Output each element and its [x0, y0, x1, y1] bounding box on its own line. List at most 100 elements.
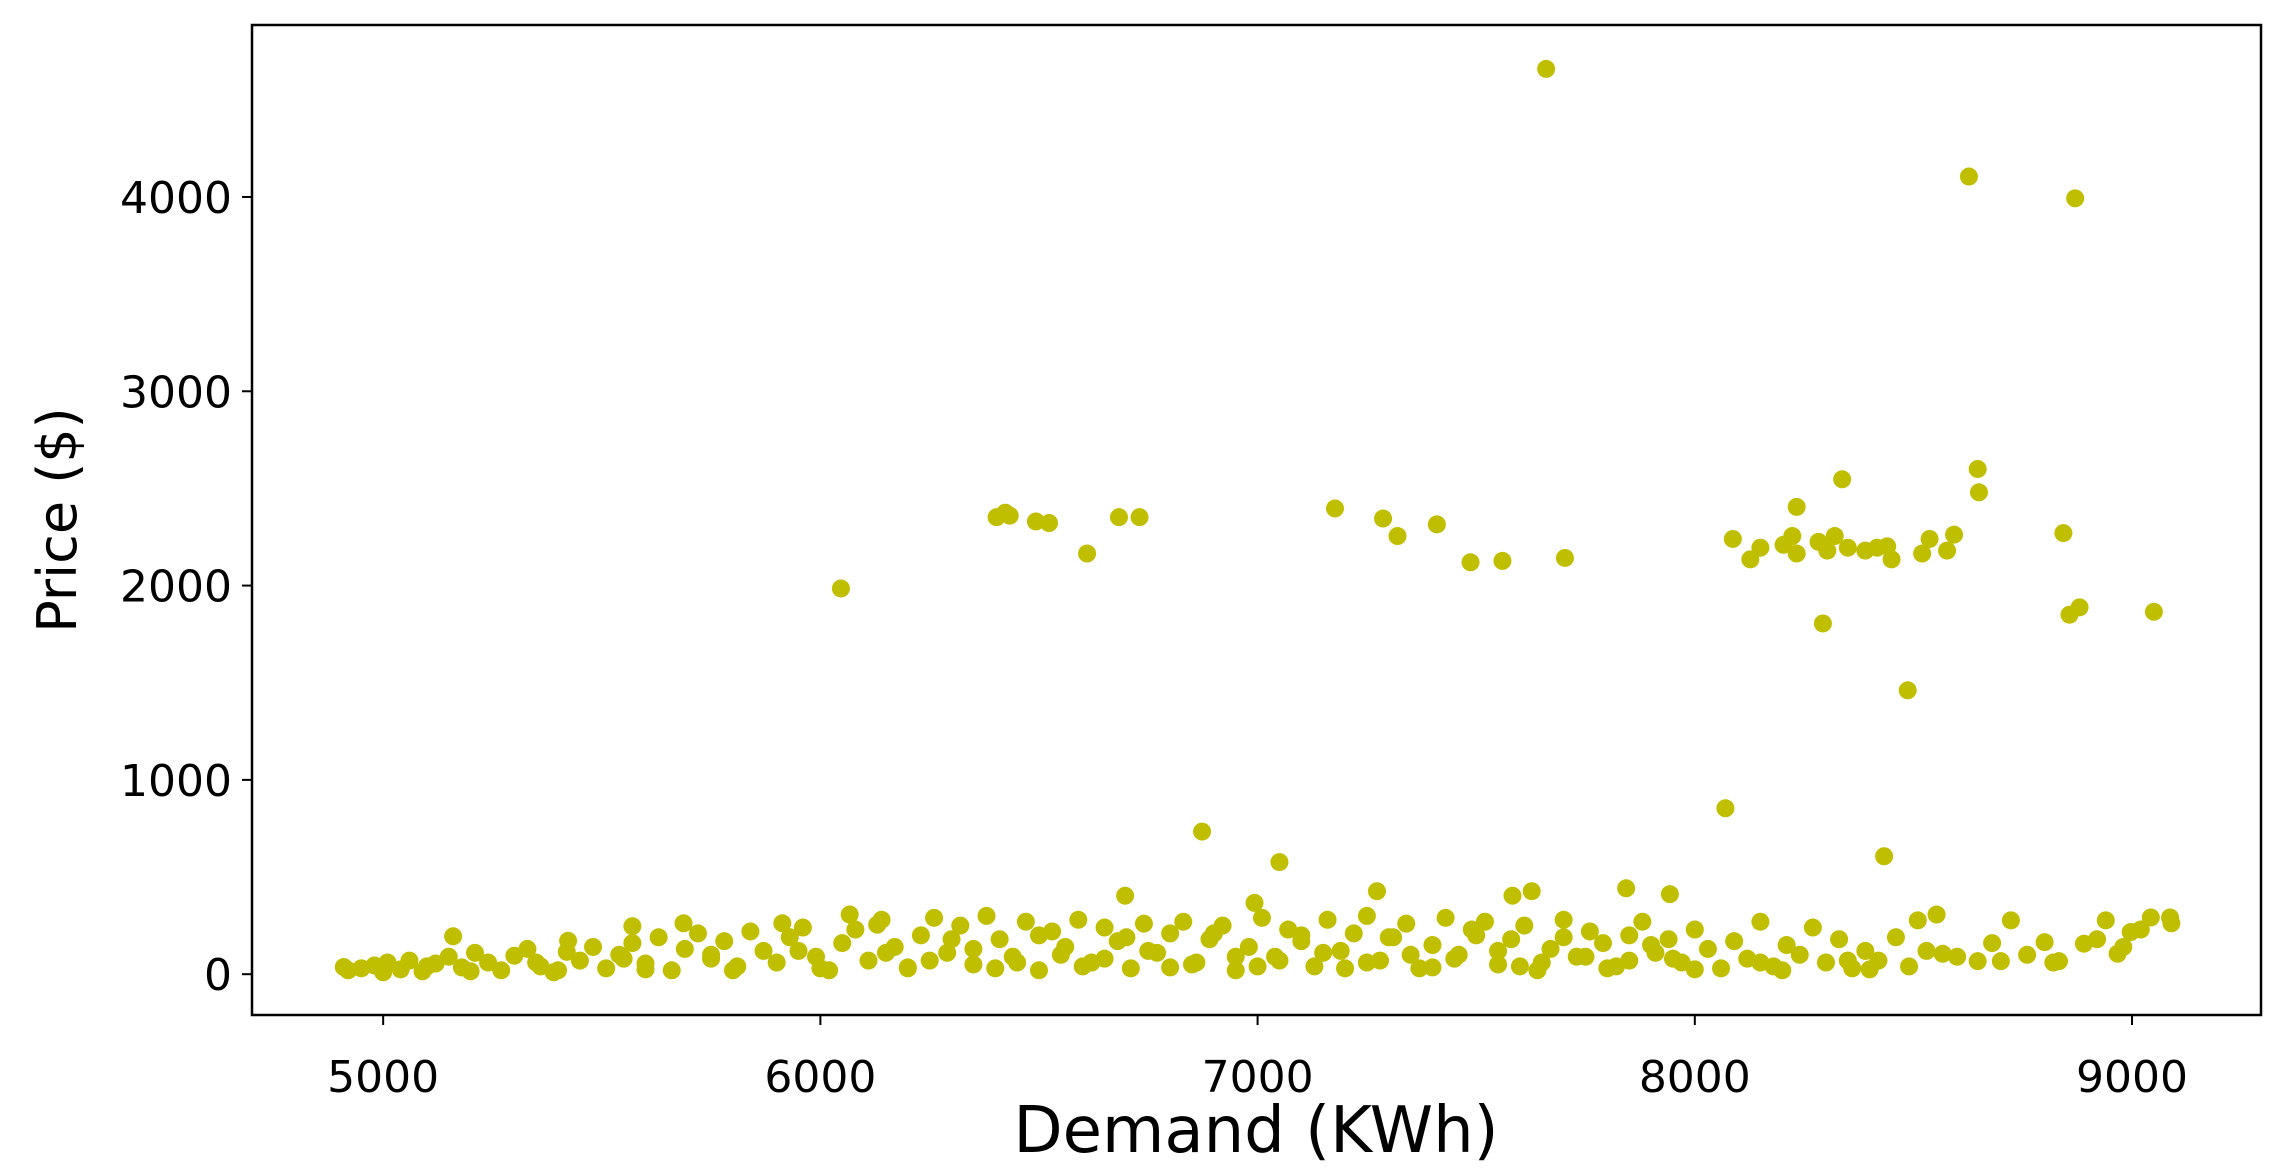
- data-point: [920, 951, 939, 970]
- data-point: [1336, 959, 1355, 978]
- data-point: [1948, 947, 1967, 966]
- data-point: [876, 943, 895, 962]
- y-tick-label: 0: [204, 950, 232, 1001]
- data-point: [1139, 941, 1158, 960]
- data-point: [811, 959, 830, 978]
- data-point: [549, 961, 568, 980]
- data-point: [911, 926, 930, 945]
- plot-frame: [250, 23, 2263, 1017]
- data-point: [570, 951, 589, 970]
- y-tick-label: 3000: [120, 367, 232, 418]
- x-axis: 5000 6000 7000 8000 9000: [327, 1015, 2188, 1103]
- data-point: [1245, 893, 1264, 912]
- data-point: [831, 579, 850, 598]
- data-point: [465, 943, 484, 962]
- data-point: [649, 928, 668, 947]
- x-tick-label: 5000: [327, 1052, 439, 1103]
- data-point: [1968, 952, 1987, 971]
- data-point: [1580, 922, 1599, 941]
- data-point: [986, 959, 1005, 978]
- data-point: [1741, 550, 1760, 569]
- data-point: [1838, 538, 1857, 557]
- data-point: [1751, 953, 1770, 972]
- data-point: [872, 910, 891, 929]
- data-point: [1318, 910, 1337, 929]
- data-point: [2001, 911, 2020, 930]
- data-point: [1467, 926, 1486, 945]
- data-point: [846, 920, 865, 939]
- x-tick-label: 6000: [764, 1052, 876, 1103]
- y-tick-label: 2000: [120, 562, 232, 613]
- data-point: [1787, 544, 1806, 563]
- y-tick-label: 1000: [120, 756, 232, 807]
- data-point: [1515, 916, 1534, 935]
- data-point: [1423, 936, 1442, 955]
- data-point: [1751, 912, 1770, 931]
- data-point: [374, 963, 393, 982]
- data-point: [741, 922, 760, 941]
- data-point: [2018, 945, 2037, 964]
- data-point: [636, 960, 655, 979]
- data-point: [662, 961, 681, 980]
- data-point: [479, 953, 498, 972]
- data-point: [1938, 541, 1957, 560]
- data-point: [1510, 957, 1529, 976]
- data-point: [1344, 924, 1363, 943]
- data-point: [1292, 926, 1311, 945]
- data-point: [2088, 930, 2107, 949]
- data-point: [1379, 928, 1398, 947]
- data-point: [840, 905, 859, 924]
- data-point: [1908, 911, 1927, 930]
- data-point: [1040, 514, 1059, 533]
- data-point: [1685, 920, 1704, 939]
- data-point: [1069, 910, 1088, 929]
- data-point: [1882, 550, 1901, 569]
- data-point: [675, 939, 694, 958]
- data-point: [1554, 928, 1573, 947]
- data-point: [1095, 949, 1114, 968]
- data-point: [723, 961, 742, 980]
- data-point: [938, 943, 957, 962]
- data-point: [1226, 961, 1245, 980]
- data-point: [2162, 914, 2181, 933]
- data-point: [1051, 945, 1070, 964]
- data-point: [1856, 941, 1875, 960]
- data-point: [1860, 960, 1879, 979]
- x-tick-label: 8000: [1639, 1052, 1751, 1103]
- data-point: [2114, 937, 2133, 956]
- data-point: [767, 953, 786, 972]
- data-point: [1401, 945, 1420, 964]
- data-point: [1913, 544, 1932, 563]
- data-point: [702, 945, 721, 964]
- data-point: [1920, 529, 1939, 548]
- data-point: [1659, 930, 1678, 949]
- data-point: [1723, 529, 1742, 548]
- data-point: [1016, 912, 1035, 931]
- data-point: [715, 932, 734, 951]
- data-point: [1357, 953, 1376, 972]
- data-point: [444, 927, 463, 946]
- data-points: [334, 59, 2181, 982]
- data-point: [1773, 961, 1792, 980]
- data-point: [859, 951, 878, 970]
- data-point: [1983, 934, 2002, 953]
- data-point: [1161, 958, 1180, 977]
- data-point: [1698, 939, 1717, 958]
- data-point: [2044, 953, 2063, 972]
- data-point: [1620, 951, 1639, 970]
- data-point: [1541, 939, 1560, 958]
- data-point: [773, 914, 792, 933]
- data-point: [1226, 947, 1245, 966]
- data-point: [1073, 957, 1092, 976]
- data-point: [964, 955, 983, 974]
- data-point: [1252, 908, 1271, 927]
- data-point: [1493, 551, 1512, 570]
- data-point: [1116, 886, 1135, 905]
- data-point: [1685, 960, 1704, 979]
- data-point: [1620, 926, 1639, 945]
- data-point: [1423, 958, 1442, 977]
- data-point: [1712, 959, 1731, 978]
- data-point: [1959, 167, 1978, 186]
- data-point: [1617, 879, 1636, 898]
- data-point: [1813, 614, 1832, 633]
